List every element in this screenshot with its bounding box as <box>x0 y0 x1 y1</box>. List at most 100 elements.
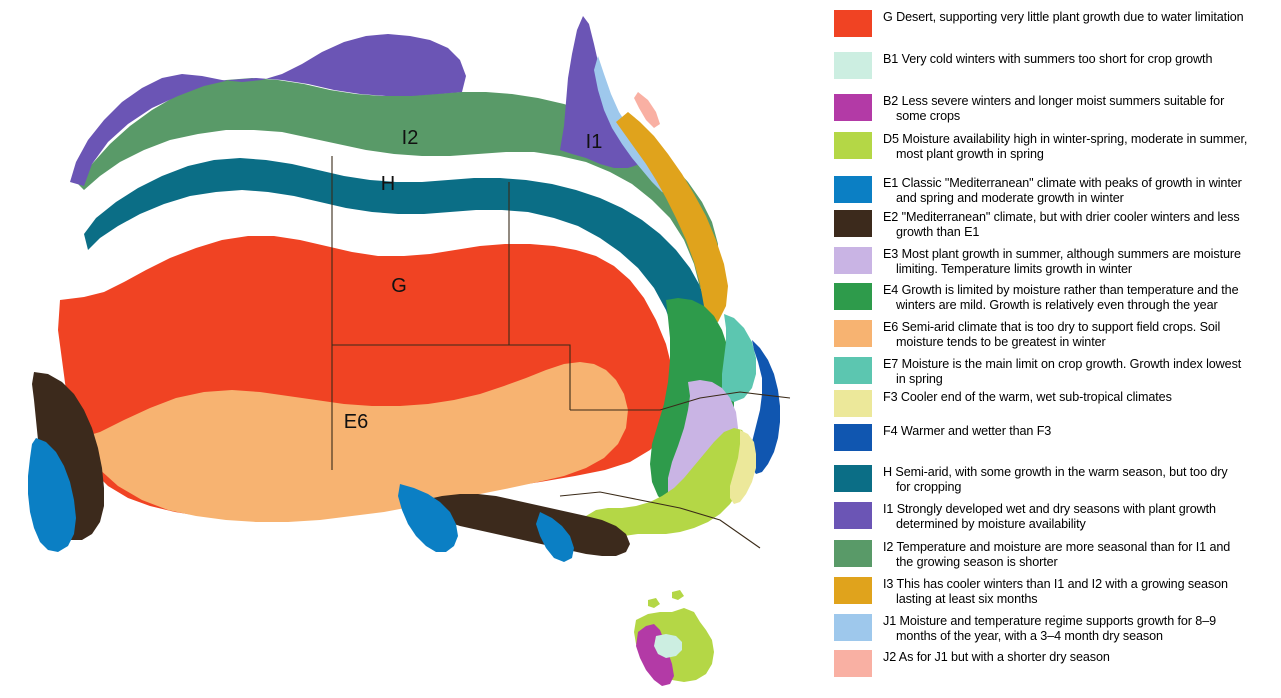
zone-E1-southwest <box>28 438 76 552</box>
legend-item-e6[interactable]: E6 Semi-arid climate that is too dry to … <box>830 320 1220 351</box>
legend-item-i2[interactable]: I2 Temperature and moisture are more sea… <box>830 540 1230 571</box>
legend-label-h: H Semi-arid, with some growth in the war… <box>883 465 1228 496</box>
legend-label-line1: E1 Classic "Mediterranean" climate with … <box>883 176 1242 190</box>
map-label-I2: I2 <box>402 127 419 149</box>
legend-swatch-i1 <box>834 502 872 529</box>
legend-label-b2: B2 Less severe winters and longer moist … <box>883 94 1224 125</box>
legend-item-j2[interactable]: J2 As for J1 but with a shorter dry seas… <box>830 650 1110 677</box>
legend-label-line2: moisture tends to be greatest in winter <box>896 335 1106 350</box>
legend-item-d5[interactable]: D5 Moisture availability high in winter-… <box>830 132 1247 163</box>
legend-swatch-b2 <box>834 94 872 121</box>
legend-label-line1: E7 Moisture is the main limit on crop gr… <box>883 357 1242 371</box>
map-label-E6: E6 <box>344 411 368 433</box>
tas-islands <box>648 590 684 608</box>
zone-E6-southern <box>62 362 628 522</box>
legend-label-e1: E1 Classic "Mediterranean" climate with … <box>883 176 1242 207</box>
australia-map: I2 H I1 G E6 <box>28 16 791 686</box>
legend-swatch-j2 <box>834 650 872 677</box>
legend-swatch-f3 <box>834 390 872 417</box>
legend-swatch-d5 <box>834 132 872 159</box>
legend-item-e3[interactable]: E3 Most plant growth in summer, although… <box>830 247 1241 278</box>
legend-item-f4[interactable]: F4 Warmer and wetter than F3 <box>830 424 1051 451</box>
legend-label-f4: F4 Warmer and wetter than F3 <box>883 424 1051 439</box>
legend-label-line1: E4 Growth is limited by moisture rather … <box>883 283 1239 297</box>
legend-item-e7[interactable]: E7 Moisture is the main limit on crop gr… <box>830 357 1241 388</box>
legend-label-line1: J2 As for J1 but with a shorter dry seas… <box>883 650 1110 664</box>
legend-item-b1[interactable]: B1 Very cold winters with summers too sh… <box>830 52 1212 79</box>
legend-item-i1[interactable]: I1 Strongly developed wet and dry season… <box>830 502 1216 533</box>
legend-swatch-e7 <box>834 357 872 384</box>
legend-label-line2: the growing season is shorter <box>896 555 1058 570</box>
legend-panel: G Desert, supporting very little plant g… <box>830 0 1281 698</box>
legend-item-i3[interactable]: I3 This has cooler winters than I1 and I… <box>830 577 1228 608</box>
zone-I2-seasonal <box>78 78 718 288</box>
tas-B1 <box>654 634 682 658</box>
legend-item-f3[interactable]: F3 Cooler end of the warm, wet sub-tropi… <box>830 390 1172 417</box>
zone-E7-coastal <box>722 314 756 402</box>
legend-label-line1: B2 Less severe winters and longer moist … <box>883 94 1225 108</box>
legend-swatch-e1 <box>834 176 872 203</box>
legend-label-line1: F3 Cooler end of the warm, wet sub-tropi… <box>883 390 1172 404</box>
zone-E2-brown-south <box>424 494 630 556</box>
legend-label-g: G Desert, supporting very little plant g… <box>883 10 1244 25</box>
map-label-H: H <box>381 173 395 195</box>
legend-item-e1[interactable]: E1 Classic "Mediterranean" climate with … <box>830 176 1242 207</box>
legend-item-b2[interactable]: B2 Less severe winters and longer moist … <box>830 94 1224 125</box>
legend-label-i3: I3 This has cooler winters than I1 and I… <box>883 577 1228 608</box>
legend-label-e2: E2 "Mediterranean" climate, but with dri… <box>883 210 1240 241</box>
legend-swatch-e6 <box>834 320 872 347</box>
legend-swatch-g <box>834 10 872 37</box>
legend-label-line1: I2 Temperature and moisture are more sea… <box>883 540 1231 554</box>
zone-E1-south-coast <box>398 484 458 552</box>
legend-label-line2: most plant growth in spring <box>896 147 1044 162</box>
legend-label-line1: E3 Most plant growth in summer, although… <box>883 247 1241 261</box>
legend-swatch-e2 <box>834 210 872 237</box>
legend-item-g[interactable]: G Desert, supporting very little plant g… <box>830 10 1244 37</box>
legend-label-b1: B1 Very cold winters with summers too sh… <box>883 52 1212 67</box>
legend-swatch-e4 <box>834 283 872 310</box>
legend-label-line1: E6 Semi-arid climate that is too dry to … <box>883 320 1221 334</box>
zone-I3-queensland <box>616 112 728 326</box>
legend-label-line2: lasting at least six months <box>896 592 1038 607</box>
map-label-G: G <box>391 275 407 297</box>
legend-label-line2: winters are mild. Growth is relatively e… <box>896 298 1218 313</box>
legend-label-i1: I1 Strongly developed wet and dry season… <box>883 502 1216 533</box>
legend-swatch-b1 <box>834 52 872 79</box>
legend-item-j1[interactable]: J1 Moisture and temperature regime suppo… <box>830 614 1216 645</box>
legend-swatch-i3 <box>834 577 872 604</box>
legend-label-line1: I1 Strongly developed wet and dry season… <box>883 502 1216 516</box>
legend-label-line2: months of the year, with a 3–4 month dry… <box>896 629 1163 644</box>
legend-swatch-f4 <box>834 424 872 451</box>
tasmania <box>634 590 714 686</box>
legend-label-line1: J1 Moisture and temperature regime suppo… <box>883 614 1217 628</box>
legend-label-line1: H Semi-arid, with some growth in the war… <box>883 465 1228 479</box>
zone-I1-kimberley <box>70 34 466 186</box>
legend-label-line1: F4 Warmer and wetter than F3 <box>883 424 1052 438</box>
legend-label-e3: E3 Most plant growth in summer, although… <box>883 247 1241 278</box>
legend-label-line1: G Desert, supporting very little plant g… <box>883 10 1244 24</box>
legend-label-f3: F3 Cooler end of the warm, wet sub-tropi… <box>883 390 1172 405</box>
legend-swatch-i2 <box>834 540 872 567</box>
legend-label-j1: J1 Moisture and temperature regime suppo… <box>883 614 1216 645</box>
legend-label-line2: in spring <box>896 372 943 387</box>
zone-H-semiarid <box>84 158 706 358</box>
legend-label-line2: and spring and moderate growth in winter <box>896 191 1124 206</box>
legend-label-line1: E2 "Mediterranean" climate, but with dri… <box>883 210 1240 224</box>
tas-B2 <box>636 624 674 686</box>
legend-label-line2: determined by moisture availability <box>896 517 1086 532</box>
legend-item-e4[interactable]: E4 Growth is limited by moisture rather … <box>830 283 1239 314</box>
legend-swatch-e3 <box>834 247 872 274</box>
legend-label-i2: I2 Temperature and moisture are more sea… <box>883 540 1230 571</box>
legend-label-e4: E4 Growth is limited by moisture rather … <box>883 283 1239 314</box>
legend-label-line2: growth than E1 <box>896 225 980 240</box>
zone-E1-vic <box>536 512 574 562</box>
map-labels: I2 H I1 G E6 <box>344 127 603 433</box>
legend-item-h[interactable]: H Semi-arid, with some growth in the war… <box>830 465 1228 496</box>
legend-label-e6: E6 Semi-arid climate that is too dry to … <box>883 320 1220 351</box>
legend-label-line2: for cropping <box>896 480 962 495</box>
legend-label-j2: J2 As for J1 but with a shorter dry seas… <box>883 650 1110 665</box>
legend-swatch-j1 <box>834 614 872 641</box>
legend-item-e2[interactable]: E2 "Mediterranean" climate, but with dri… <box>830 210 1240 241</box>
state-borders <box>331 156 791 549</box>
zone-F4-coast <box>750 340 780 474</box>
